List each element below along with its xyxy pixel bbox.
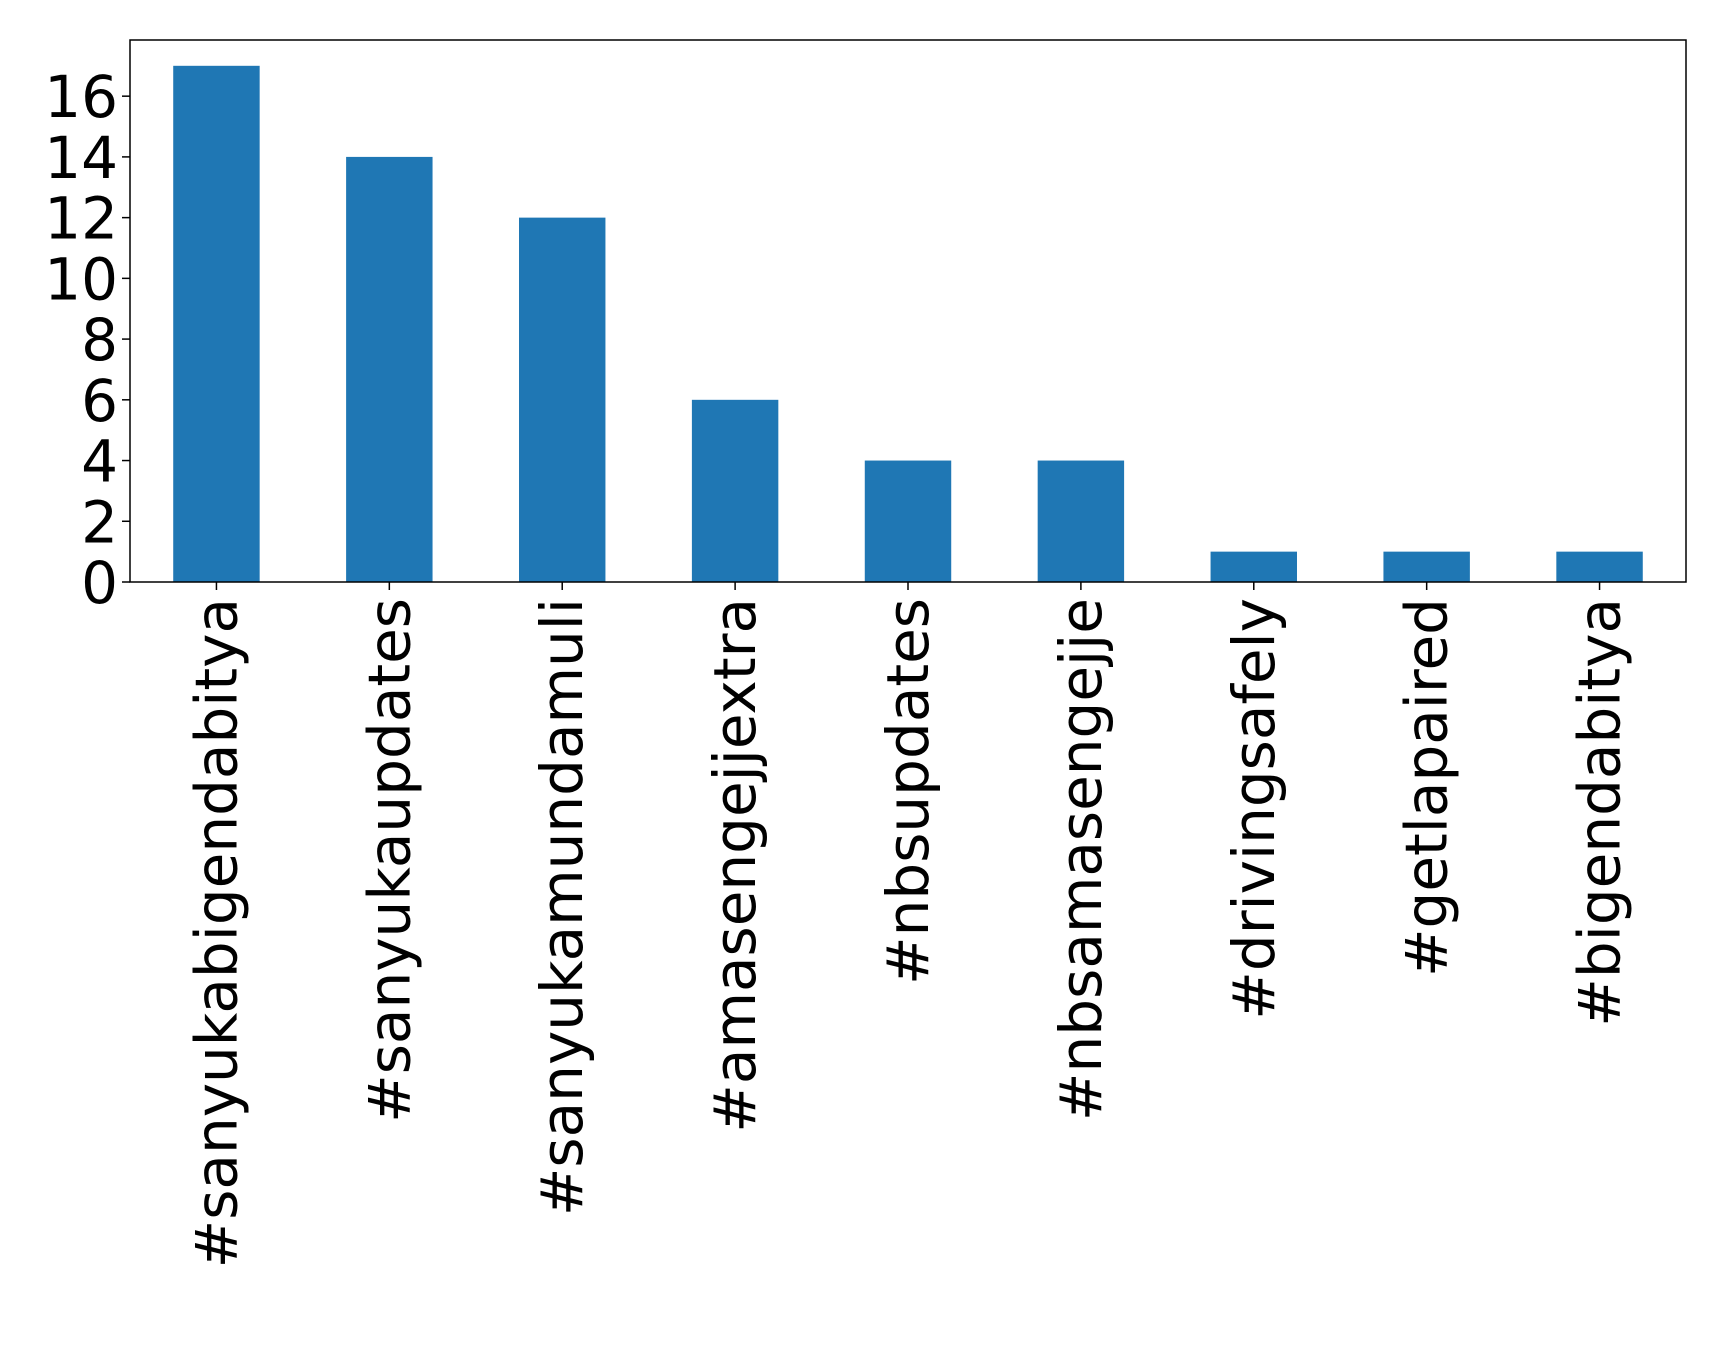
x-tick-label: #nbsamasengejje bbox=[1047, 598, 1115, 1121]
y-tick-label: 6 bbox=[81, 367, 118, 435]
bar-sanyukabigendabitya bbox=[173, 65, 260, 582]
bar-getlapaired bbox=[1383, 551, 1470, 582]
bar-bigendabitya bbox=[1556, 551, 1643, 582]
x-tick-label: #drivingsafely bbox=[1220, 598, 1288, 1020]
x-tick-label: #amasengejjextra bbox=[701, 598, 769, 1133]
bar-sanyukaupdates bbox=[346, 156, 433, 582]
y-tick-label: 14 bbox=[44, 124, 118, 192]
bar-drivingsafely bbox=[1210, 551, 1297, 582]
bar-nbsamasengejje bbox=[1037, 460, 1125, 582]
x-tick-label: #nbsupdates bbox=[874, 598, 942, 985]
x-tick-label: #bigendabitya bbox=[1566, 598, 1634, 1027]
y-tick-label: 12 bbox=[44, 185, 118, 253]
bar-sanyukamundamuli bbox=[519, 217, 606, 582]
y-tick-label: 16 bbox=[44, 63, 118, 131]
y-tick-label: 4 bbox=[81, 428, 118, 496]
x-tick-label: #sanyukamundamuli bbox=[528, 598, 596, 1216]
x-axis-ticks: #sanyukabigendabitya #sanyukaupdates #sany… bbox=[182, 582, 1634, 1268]
y-tick-label: 10 bbox=[44, 245, 118, 313]
y-tick-label: 2 bbox=[81, 488, 118, 556]
bar-nbsupdates bbox=[864, 460, 952, 582]
bar-amasengejjextra bbox=[691, 399, 779, 582]
bars-group bbox=[173, 65, 1643, 582]
y-tick-label: 8 bbox=[81, 306, 118, 374]
x-tick-label: #getlapaired bbox=[1393, 598, 1461, 977]
x-tick-label: #sanyukaupdates bbox=[355, 598, 423, 1123]
y-tick-label: 0 bbox=[81, 549, 118, 617]
x-tick-label: #sanyukabigendabitya bbox=[182, 598, 250, 1268]
